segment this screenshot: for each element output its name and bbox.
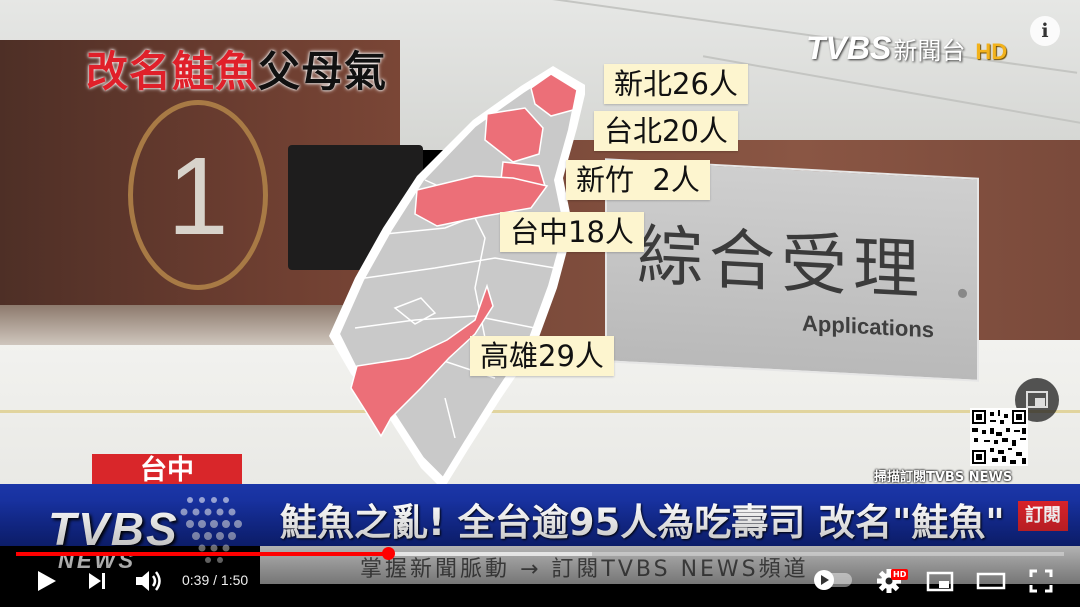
hd-logo: HD — [975, 39, 1008, 64]
taiwan-map — [329, 66, 585, 490]
sign-sub-text: Applications — [802, 310, 935, 343]
headline-red: 改名鮭魚 — [86, 47, 259, 96]
current-time: 0:39 — [182, 572, 210, 588]
hd-quality-badge: HD — [891, 569, 909, 580]
progress-bar[interactable] — [16, 547, 1064, 560]
autoplay-knob — [814, 570, 834, 590]
headline: 改名鮭魚父母氣 — [86, 38, 387, 99]
duration: 1:50 — [220, 572, 249, 588]
region-taipei — [484, 107, 544, 163]
headline-black: 父母氣 — [258, 47, 388, 96]
channel-name: 新聞台 — [893, 37, 966, 65]
volume-icon[interactable] — [132, 566, 164, 596]
counter-number-ring: 1 — [128, 100, 268, 290]
play-icon[interactable] — [32, 566, 60, 596]
region-new-taipei — [530, 73, 578, 117]
autoplay-toggle[interactable] — [814, 570, 852, 590]
next-icon[interactable] — [84, 566, 110, 596]
qr-code — [970, 408, 1028, 466]
floor-line — [0, 410, 1080, 413]
map-label-taipei: 台北20人 — [594, 111, 738, 151]
map-label-hsinchu: 新竹 2人 — [566, 160, 710, 200]
progress-played — [16, 552, 389, 556]
miniplayer-icon[interactable] — [924, 566, 956, 596]
map-label-new-taipei: 新北26人 — [604, 64, 748, 104]
channel-logo: TVBS新聞台 HD — [806, 30, 1007, 66]
theater-mode-icon[interactable] — [974, 566, 1008, 596]
channel-logo-tvbs: TVBS — [806, 30, 892, 66]
time-separator: / — [209, 572, 221, 588]
info-icon[interactable]: i — [1030, 16, 1060, 46]
time-display: 0:39 / 1:50 — [182, 572, 248, 588]
location-tag: 台中 — [92, 454, 242, 488]
sign-main-text: 綜合受理 — [637, 216, 925, 309]
map-label-kaohsiung: 高雄29人 — [470, 336, 614, 376]
map-label-taichung: 台中18人 — [500, 212, 644, 252]
sign-bolt — [958, 288, 967, 299]
scrubber-handle[interactable] — [382, 547, 396, 560]
counter-number: 1 — [167, 135, 229, 258]
qr-caption: 掃描訂閱TVBS NEWS — [874, 470, 1013, 485]
fullscreen-icon[interactable] — [1026, 566, 1056, 596]
region-taichung — [414, 175, 549, 227]
